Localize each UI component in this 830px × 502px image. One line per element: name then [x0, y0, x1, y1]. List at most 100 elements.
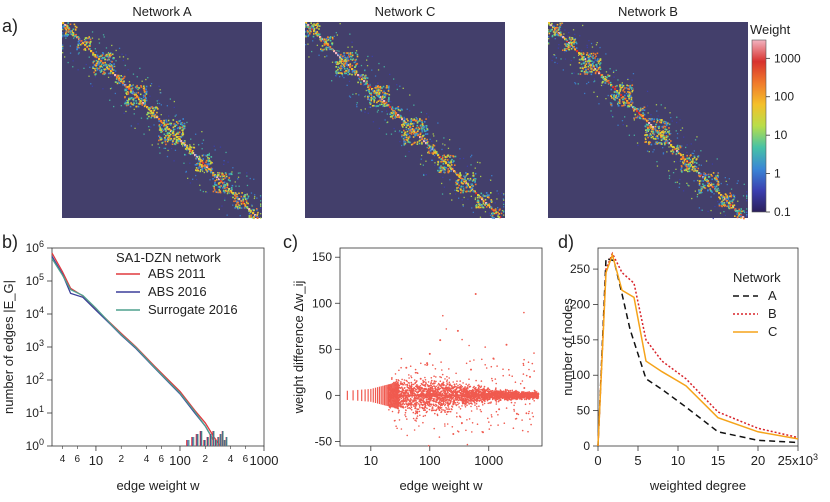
- heatmap-cell: [600, 84, 603, 87]
- heatmap-cell: [421, 129, 423, 132]
- heatmap-cell: [392, 110, 394, 112]
- heatmap-cell: [721, 205, 723, 208]
- heatmap-cell: [66, 25, 69, 27]
- heatmap-cell: [171, 147, 173, 150]
- heatmap-cell: [662, 133, 665, 135]
- heatmap-cell: [676, 137, 679, 139]
- heatmap-cell: [103, 56, 106, 59]
- heatmap-cell: [186, 148, 188, 151]
- heatmap-cell: [612, 116, 614, 118]
- heatmap-cell: [415, 132, 418, 135]
- heatmap-cell: [650, 130, 653, 133]
- heatmap-cell: [457, 173, 460, 176]
- heatmap-cell: [122, 75, 124, 78]
- heatmap-cell: [336, 34, 338, 36]
- heatmap-cell: [692, 166, 695, 169]
- heatmap-cell: [347, 64, 350, 67]
- heatmap-cell: [260, 213, 262, 215]
- heatmap-cell: [586, 46, 588, 49]
- heatmap-cell: [95, 65, 97, 67]
- heatmap-cell: [479, 216, 482, 218]
- heatmap-cell: [122, 56, 125, 58]
- heatmap-cell: [447, 171, 449, 174]
- heatmap-cell: [464, 177, 466, 179]
- heatmap-cell: [463, 196, 465, 199]
- heatmap-cell: [209, 160, 211, 162]
- heatmap-cell: [423, 134, 425, 137]
- heatmap-cell: [701, 209, 703, 211]
- heatmap-cell: [247, 202, 249, 205]
- heatmap-cell: [98, 42, 101, 44]
- band-point: [388, 396, 391, 398]
- heatmap-cell: [702, 180, 704, 182]
- heatmap-cell: [577, 73, 579, 75]
- heatmap-cell: [185, 154, 187, 156]
- heatmap-cell: [126, 91, 129, 93]
- heatmap-cell: [71, 30, 73, 32]
- heatmap-cell: [350, 55, 352, 58]
- heatmap-cell: [614, 96, 617, 99]
- heatmap-cell: [181, 126, 183, 129]
- y-tick-label: 100: [26, 437, 44, 453]
- heatmap-cell: [432, 153, 434, 155]
- heatmap-cell: [480, 192, 483, 195]
- heatmap-cell: [585, 71, 588, 73]
- heatmap-cell: [373, 96, 375, 98]
- heatmap-cell: [107, 72, 110, 75]
- heatmap-cell: [503, 194, 505, 196]
- heatmap-cell: [411, 143, 414, 145]
- heatmap-cell: [325, 42, 328, 45]
- heatmap-cell: [353, 69, 355, 71]
- heatmap-cell: [145, 97, 147, 99]
- heatmap-cell: [472, 175, 475, 177]
- heatmap-cell: [628, 87, 631, 90]
- heatmap-cell: [469, 177, 472, 180]
- heatmap-cell: [442, 155, 444, 157]
- heatmap-cell: [62, 32, 64, 34]
- heatmap-cell: [450, 164, 453, 166]
- heatmap-cell: [476, 200, 479, 202]
- heatmap-cell: [365, 81, 368, 83]
- heatmap-cell: [477, 199, 480, 202]
- tick-exponent: 1: [39, 404, 44, 414]
- heatmap-cell: [490, 192, 492, 194]
- heatmap-cell: [391, 112, 393, 114]
- heatmap-cell: [670, 144, 673, 147]
- heatmap-cell: [611, 114, 613, 116]
- heatmap-cell: [439, 171, 442, 174]
- heatmap-cell: [586, 52, 589, 54]
- heatmap-cell: [610, 88, 613, 91]
- heatmap-cell: [173, 106, 175, 109]
- heatmap-cell: [132, 73, 135, 75]
- heatmap-cell: [70, 31, 72, 33]
- heatmap-cell: [316, 33, 318, 36]
- heatmap-cell: [467, 184, 470, 187]
- heatmap-cell: [496, 214, 498, 216]
- heatmap-cell: [617, 101, 620, 103]
- heatmap-cell: [386, 110, 388, 112]
- heatmap-cell: [392, 117, 394, 120]
- heatmap-cell: [608, 74, 611, 77]
- heatmap-cell: [104, 68, 106, 71]
- heatmap-cell: [370, 99, 372, 102]
- heatmap-cell: [131, 85, 133, 87]
- heatmap-cell: [84, 44, 86, 46]
- heatmap-cell: [323, 44, 326, 46]
- heatmap-cell: [338, 62, 341, 65]
- heatmap-cell: [434, 164, 436, 167]
- heatmap-cell: [394, 130, 396, 132]
- heatmap-cell: [98, 63, 101, 65]
- heatmap-cell: [711, 175, 713, 177]
- heatmap-cell: [335, 52, 338, 55]
- heatmap-cell: [140, 102, 143, 105]
- heatmap-cell: [214, 174, 216, 176]
- heatmap-cell: [456, 189, 458, 192]
- heatmap-cell: [588, 59, 591, 61]
- heatmap-cell: [153, 113, 156, 116]
- heatmap-cell: [151, 115, 153, 117]
- heatmap-cell: [419, 119, 421, 121]
- heatmap-cell: [601, 75, 603, 78]
- heatmap-cell: [212, 185, 214, 187]
- heatmap-cell: [652, 132, 654, 135]
- heatmap-cell: [397, 114, 400, 117]
